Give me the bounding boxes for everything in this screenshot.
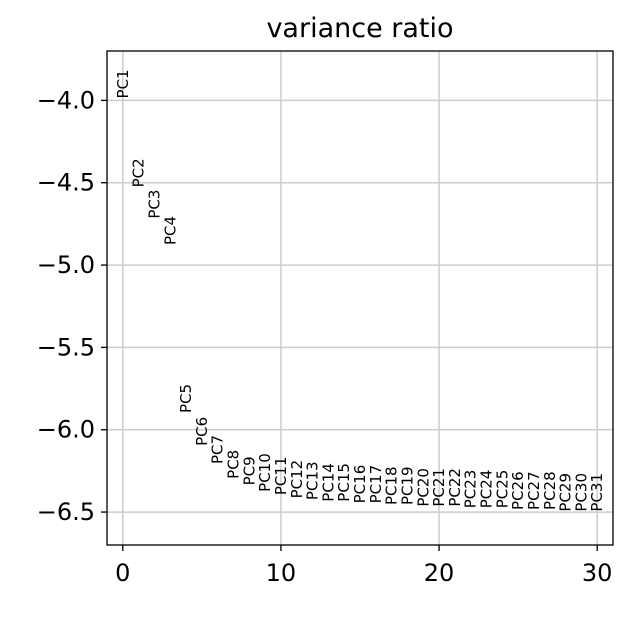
pc-labels: PC1PC2PC3PC4PC5PC6PC7PC8PC9PC10PC11PC12P… — [114, 69, 606, 511]
pc-label: PC22 — [446, 468, 464, 507]
pc-label: PC17 — [367, 465, 385, 504]
y-tick-label: −5.5 — [37, 333, 95, 361]
pc-label: PC13 — [304, 461, 322, 500]
pc-label: PC30 — [572, 473, 590, 512]
pc-label: PC8 — [225, 450, 243, 479]
pc-label: PC24 — [478, 470, 496, 509]
pc-label: PC27 — [525, 471, 543, 510]
y-tick-label: −6.5 — [37, 498, 95, 526]
pc-label: PC19 — [398, 466, 416, 505]
pc-label: PC25 — [493, 470, 511, 509]
pc-label: PC10 — [256, 453, 274, 492]
pc-label: PC7 — [209, 435, 227, 464]
y-tick-label: −4.5 — [37, 169, 95, 197]
x-tick-label: 30 — [582, 559, 613, 587]
pc-label: PC16 — [351, 465, 369, 504]
pc-label: PC23 — [462, 470, 480, 509]
x-tick-label: 10 — [266, 559, 297, 587]
x-tick-label: 0 — [115, 559, 130, 587]
pc-label: PC2 — [130, 158, 148, 187]
pc-label: PC20 — [414, 468, 432, 507]
pc-label: PC9 — [240, 456, 258, 485]
pc-label: PC29 — [557, 473, 575, 512]
pc-label: PC14 — [319, 463, 337, 502]
y-tick-label: −6.0 — [37, 416, 95, 444]
pc-label: PC15 — [335, 463, 353, 502]
pc-label: PC4 — [161, 216, 179, 245]
pc-label: PC11 — [272, 457, 290, 496]
axis-ticks: 0 10 20 30 −4.0 −4.5 −5.0 −5.5 −6.0 −6.5 — [37, 86, 613, 587]
plot-frame — [106, 50, 614, 546]
y-tick-label: −5.0 — [37, 251, 95, 279]
pc-label: PC12 — [288, 460, 306, 499]
grid — [107, 51, 613, 545]
y-tick-label: −4.0 — [37, 86, 95, 114]
pc-label: PC1 — [114, 69, 132, 98]
pc-label: PC6 — [193, 417, 211, 446]
chart-title: variance ratio — [266, 13, 453, 44]
x-tick-label: 20 — [424, 559, 455, 587]
pc-label: PC21 — [430, 468, 448, 507]
pc-label: PC26 — [509, 471, 527, 510]
pc-label: PC18 — [383, 466, 401, 505]
pc-label: PC31 — [588, 473, 606, 512]
pc-label: PC28 — [541, 471, 559, 510]
pc-label: PC5 — [177, 384, 195, 413]
pc-label: PC3 — [145, 190, 163, 219]
